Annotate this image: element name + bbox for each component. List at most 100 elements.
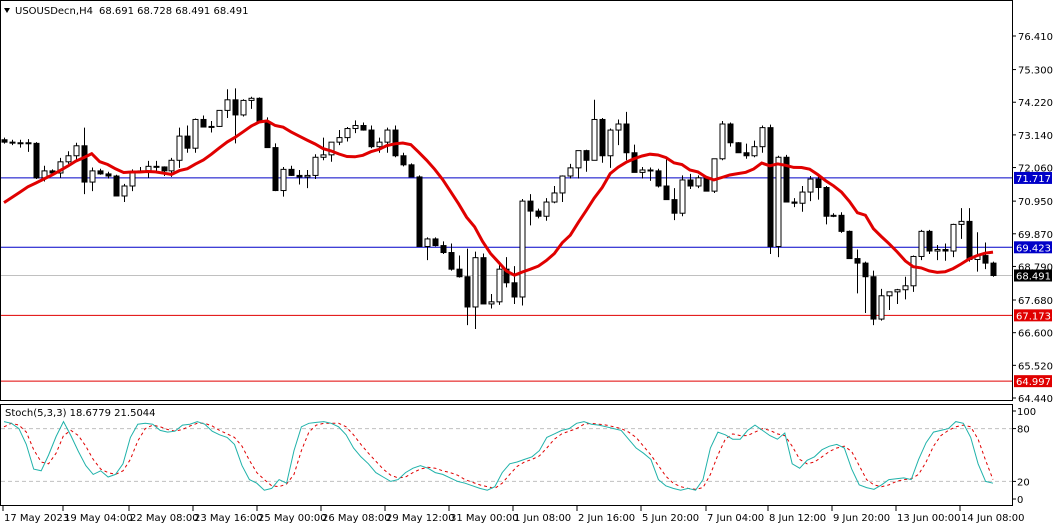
candle [990,262,997,277]
candle [256,97,263,123]
candle [719,123,726,160]
candle [304,174,311,178]
candle [886,291,893,297]
candle [344,128,351,139]
candle [105,173,112,177]
candle [121,185,128,197]
price-tick-label: 66.600 [1018,329,1053,340]
candle [224,99,231,111]
candle [89,170,96,183]
collapse-arrow-icon[interactable] [4,8,10,13]
candle [472,257,479,308]
candle [647,169,654,172]
time-tick-label: 13 Jun 00:00 [897,513,961,524]
time-tick-label: 17 May 2023 [4,513,69,524]
candle [176,135,183,161]
candle [464,276,471,308]
svg-text:71.717: 71.717 [1016,174,1051,185]
candle [424,238,431,247]
candle [296,174,303,178]
candle [862,262,869,278]
time-tick-label: 7 Jun 04:00 [707,513,764,524]
stochastic-oscillator: 100 80 20 0 [1,407,1036,506]
candle [607,129,614,157]
candle [440,245,447,254]
candle [854,258,861,264]
candle [767,127,774,247]
time-tick-label: 2 Jun 16:00 [578,513,635,524]
price-tick-label: 75.300 [1018,66,1053,77]
candle [807,178,814,193]
candle [81,145,88,183]
candle [575,150,582,169]
candle [942,249,949,252]
candle [631,152,638,173]
candle [775,156,782,247]
stoch-panel-frame [0,404,1013,506]
candle [288,168,295,176]
candle [783,156,790,203]
candle [376,141,383,148]
price-tick-label: 70.950 [1018,197,1053,208]
candle [950,223,957,252]
candle [926,230,933,252]
price-tick-label: 68.790 [1018,262,1053,273]
price-tick-label: 65.520 [1018,361,1053,372]
candle [679,179,686,214]
time-tick-label: 29 May 12:00 [386,513,455,524]
horizontal-levels[interactable] [1,177,1012,382]
level-price-tag [1014,171,1052,184]
candle [280,168,287,192]
stoch-tick-label: 80 [1017,425,1030,436]
svg-text:68.491: 68.491 [1016,271,1051,282]
candle [33,142,40,179]
price-tick-label: 73.140 [1018,131,1053,142]
time-tick-label: 26 May 08:00 [322,513,391,524]
candle [551,192,558,203]
candle [192,118,199,149]
candle [559,175,566,194]
candle [799,191,806,204]
candle [830,214,837,217]
candle [320,154,327,158]
candle [727,123,734,144]
candle [519,200,526,298]
candle [703,177,710,192]
candle [511,282,518,298]
svg-text:64.997: 64.997 [1016,377,1051,388]
candle [25,142,32,145]
price-axis-labels: 76.410 75.300 74.220 73.140 72.060 70.950 69.8… [1012,32,1053,405]
candle [352,125,359,130]
time-tick-label: 19 May 04:00 [64,513,133,524]
candle [232,99,239,116]
candle [846,230,853,260]
stoch-tick-label: 20 [1017,477,1030,488]
candle [184,135,191,149]
candle [248,97,255,101]
candlestick-series [1,88,997,330]
price-tick-label: 72.060 [1018,164,1053,175]
time-tick-label: 5 Jun 20:00 [642,513,699,524]
moving-average-line [3,119,994,277]
candle [791,201,798,204]
candle [328,141,335,156]
candle [312,156,319,176]
candle [663,185,670,201]
candle [408,164,415,178]
candle [416,176,423,247]
candle [113,175,120,197]
candle [65,155,72,163]
candle [208,125,215,128]
candle [17,142,24,145]
price-tick-label: 64.440 [1018,394,1053,405]
candle [129,171,136,187]
svg-text:69.423: 69.423 [1016,243,1051,254]
time-tick-label: 22 May 08:00 [130,513,199,524]
candle [488,301,495,305]
candle [615,123,622,131]
level-price-tag [1014,241,1052,254]
price-tick-label: 74.220 [1018,98,1053,109]
candle [751,146,758,157]
